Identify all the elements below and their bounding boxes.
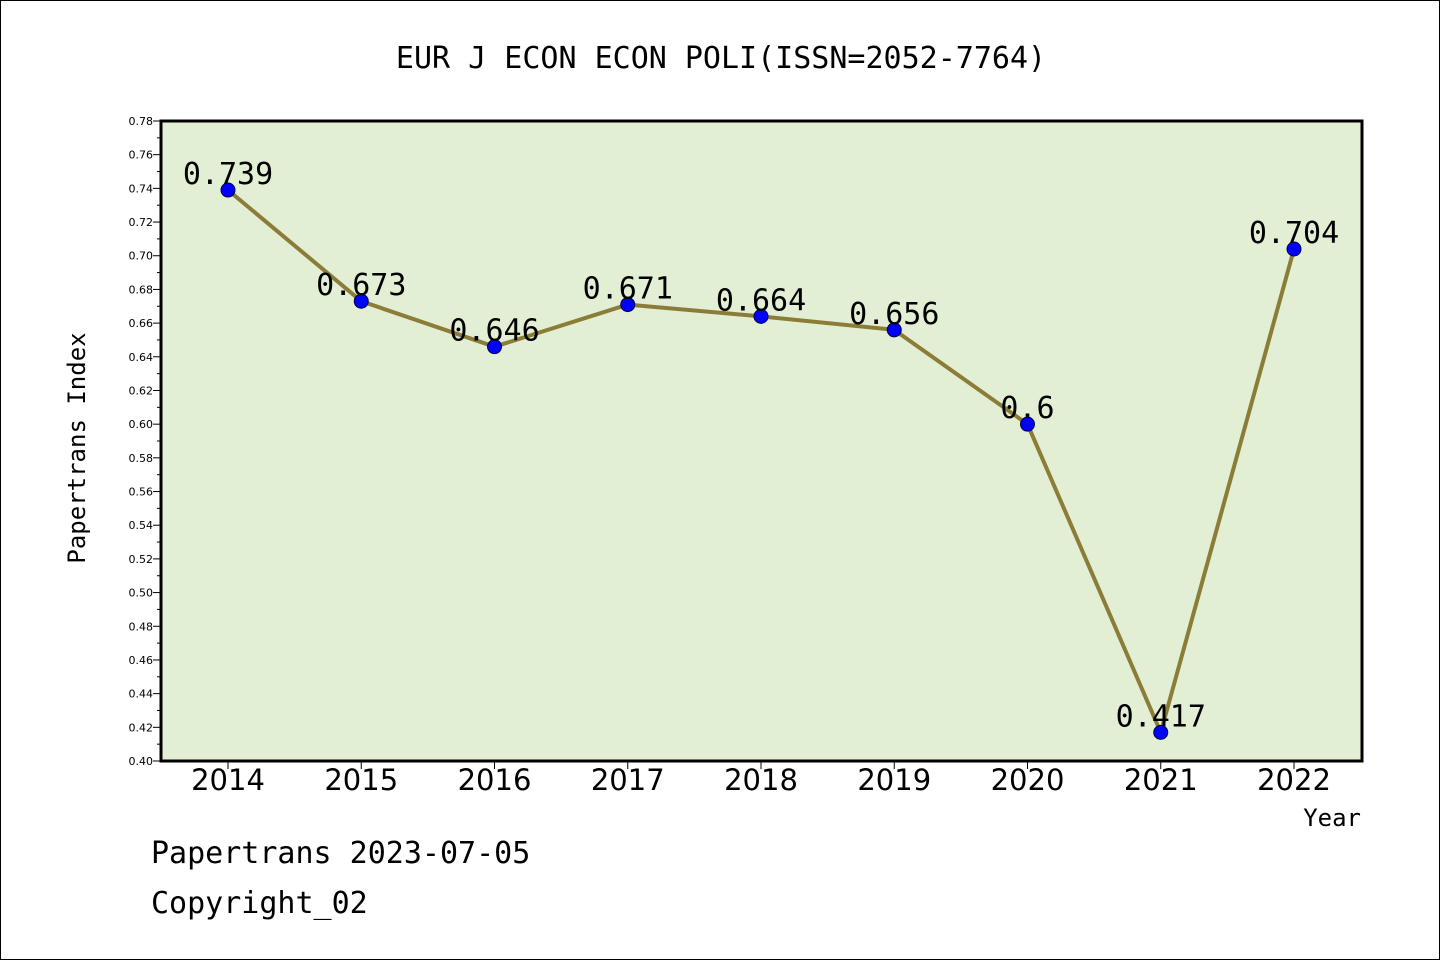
data-point: [620, 297, 636, 313]
data-label: 0.664: [716, 283, 806, 318]
y-tick-label: 0.68: [129, 283, 154, 296]
y-axis: 0.40 0.42 0.44 0.46 0.48 0.50 0.52 0.54 0.56 0.58…: [129, 115, 161, 768]
data-label: 0.739: [183, 157, 273, 192]
y-tick-label: 0.48: [129, 620, 154, 633]
data-label: 0.417: [1116, 699, 1206, 734]
footer-date: Papertrans 2023-07-05: [151, 836, 531, 871]
y-tick-label: 0.50: [129, 587, 154, 600]
x-axis-label: Year: [1303, 804, 1361, 832]
x-tick-label: 2014: [191, 763, 265, 797]
data-label: 0.656: [849, 297, 939, 332]
plot-area: [159, 119, 1364, 763]
data-label: 0.673: [316, 268, 406, 303]
data-point: [487, 339, 502, 355]
data-point: [753, 308, 769, 324]
x-tick-label: 2020: [991, 763, 1065, 797]
x-tick-label: 2017: [591, 763, 665, 797]
y-tick-label: 0.56: [129, 486, 154, 499]
data-label: 0.671: [583, 272, 673, 307]
data-label: 0.646: [449, 314, 539, 349]
y-tick-label: 0.64: [129, 351, 154, 364]
y-tick-label: 0.54: [129, 519, 154, 532]
data-label: 0.704: [1249, 216, 1339, 251]
series-group: 0.739 0.673 0.646 0.671 0.664 0.656 0.6 0.417 0.…: [183, 157, 1339, 740]
y-tick-label: 0.60: [129, 418, 154, 431]
data-point: [1153, 724, 1169, 740]
x-tick-label: 2015: [324, 763, 398, 797]
x-tick-label: 2016: [458, 763, 532, 797]
y-tick-label: 0.42: [129, 721, 154, 734]
y-tick-label: 0.52: [129, 553, 154, 566]
y-tick-label: 0.40: [129, 755, 154, 768]
x-tick-label: 2018: [724, 763, 798, 797]
y-tick-label: 0.62: [129, 384, 154, 397]
data-point: [886, 322, 902, 338]
y-axis-label: Papertrans Index: [63, 332, 91, 563]
y-tick-label: 0.66: [129, 317, 154, 330]
y-tick-label: 0.70: [129, 250, 154, 263]
y-tick-label: 0.78: [129, 115, 154, 128]
data-point: [1286, 241, 1302, 257]
x-tick-label: 2022: [1257, 763, 1331, 797]
y-tick-label: 0.74: [129, 182, 154, 195]
y-tick-label: 0.76: [129, 149, 154, 162]
y-tick-label: 0.72: [129, 216, 154, 229]
y-tick-label: 0.58: [129, 452, 154, 465]
x-axis: 2014 2015 2016 2017 2018 2019 2020 2021 2022: [191, 761, 1331, 797]
data-point: [353, 293, 369, 309]
data-label: 0.6: [1000, 391, 1054, 426]
x-tick-label: 2019: [857, 763, 931, 797]
data-point: [1020, 416, 1035, 432]
x-tick-label: 2021: [1124, 763, 1198, 797]
y-tick-label: 0.46: [129, 654, 154, 667]
footer-copyright: Copyright_02: [151, 886, 368, 921]
chart-title: EUR J ECON ECON POLI(ISSN=2052-7764): [396, 41, 1046, 76]
y-tick-label: 0.44: [129, 688, 154, 701]
data-point: [220, 182, 236, 198]
